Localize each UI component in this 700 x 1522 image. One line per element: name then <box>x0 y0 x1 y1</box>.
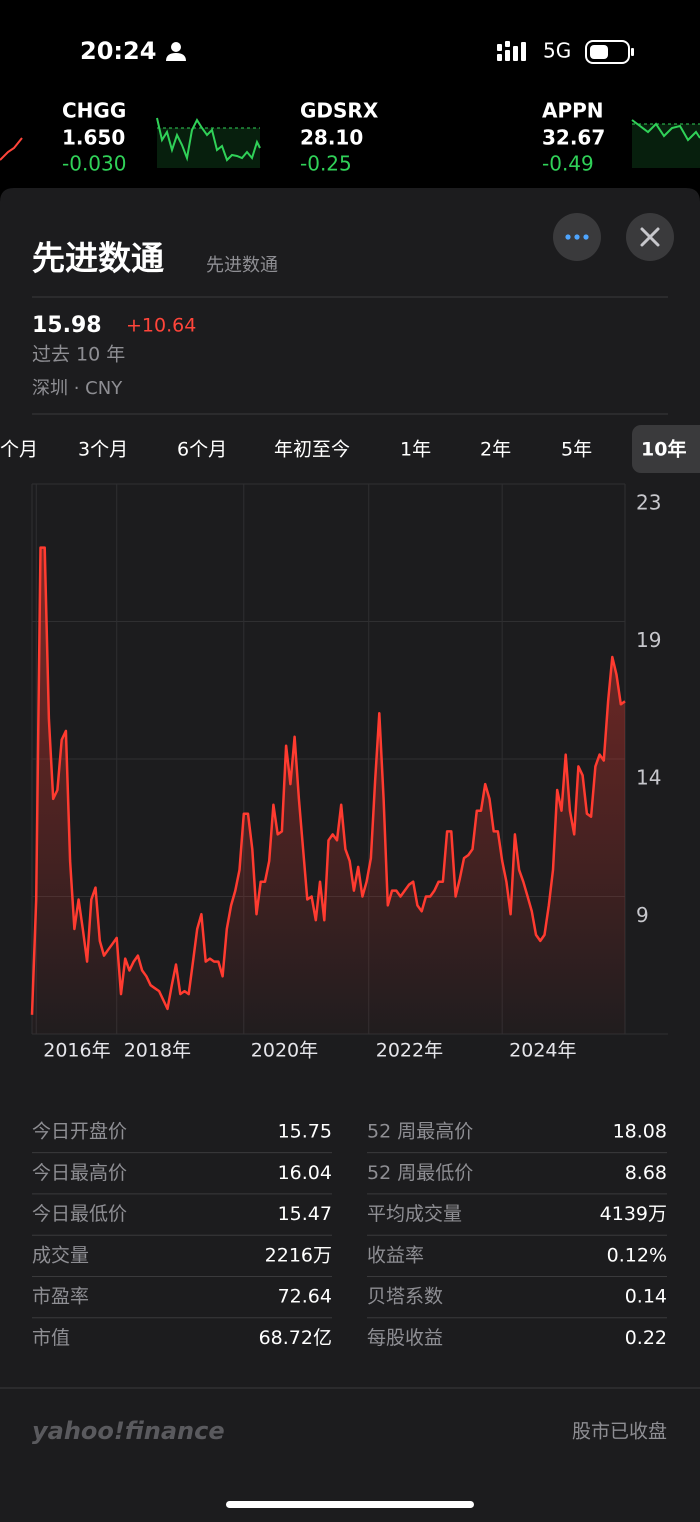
range-tab[interactable]: 5年 <box>561 439 592 461</box>
range-tab[interactable]: 10年 <box>632 425 700 473</box>
ticker-price: 1.650 <box>62 126 125 150</box>
x-tick-label: 2020年 <box>251 1040 318 1062</box>
sparkline <box>0 137 23 161</box>
stat-label: 今日最高价 <box>32 1162 127 1184</box>
range-label: 年初至今 <box>274 439 350 461</box>
range-tab[interactable]: 2年 <box>480 439 511 461</box>
range-tab-selected <box>632 425 700 473</box>
stat-label: 今日最低价 <box>32 1203 127 1225</box>
sparkline <box>631 119 700 168</box>
exchange: 深圳 · CNY <box>32 378 123 399</box>
ticker-symbol: CHGG <box>62 99 126 123</box>
stat-label: 贝塔系数 <box>367 1286 443 1308</box>
stat-value: 2216万 <box>265 1244 332 1266</box>
stat-value: 0.12% <box>607 1244 667 1266</box>
price-line <box>30 546 626 1015</box>
price-change: +10.64 <box>126 315 196 337</box>
x-tick-label: 2022年 <box>376 1040 443 1062</box>
y-tick-label: 23 <box>636 491 661 515</box>
stat-value: 16.04 <box>278 1162 332 1184</box>
stock-subtitle: 先进数通 <box>206 255 278 276</box>
range-tab[interactable]: 1年 <box>400 439 431 461</box>
y-tick-label: 9 <box>636 903 649 927</box>
range-label: 5年 <box>561 439 592 461</box>
stat-label: 成交量 <box>32 1244 89 1266</box>
signal-icon <box>497 41 526 61</box>
more-button[interactable] <box>553 213 601 261</box>
stat-label: 今日开盘价 <box>32 1121 127 1143</box>
range-tab[interactable]: 6个月 <box>177 439 227 461</box>
ticker-change: -0.030 <box>62 152 126 176</box>
person-icon <box>166 42 186 61</box>
stat-value: 4139万 <box>600 1203 667 1225</box>
x-tick-label: 2024年 <box>509 1040 576 1062</box>
ticker-symbol: GDSRX <box>300 99 379 123</box>
sheet <box>0 188 700 1522</box>
range-label: 2年 <box>480 439 511 461</box>
stock-title: 先进数通 <box>32 239 164 278</box>
stat-label: 52 周最高价 <box>367 1121 473 1143</box>
stat-label: 市值 <box>32 1327 70 1349</box>
close-button[interactable] <box>626 213 674 261</box>
stat-value: 15.47 <box>278 1203 332 1225</box>
price: 15.98 <box>32 313 102 338</box>
clock: 20:24 <box>80 37 156 65</box>
stat-value: 0.14 <box>625 1286 667 1308</box>
network: 5G <box>543 39 571 63</box>
ticker-item[interactable]: GDSRX 28.10-0.25 <box>300 99 379 176</box>
market-status: 股市已收盘 <box>572 1421 667 1443</box>
stat-label: 收益率 <box>367 1244 424 1266</box>
stat-label: 市盈率 <box>32 1286 89 1308</box>
area-fill <box>32 547 625 1034</box>
range-tab[interactable]: 个月 <box>0 439 38 461</box>
ticker-item[interactable]: APPN 32.67-0.49 <box>542 99 605 176</box>
stat-value: 18.08 <box>613 1121 667 1143</box>
home-indicator <box>226 1501 474 1508</box>
range-label: 10年 <box>641 438 686 461</box>
stat-value: 72.64 <box>278 1286 332 1308</box>
stat-value: 15.75 <box>278 1121 332 1143</box>
brand: yahoo!finance <box>32 1417 225 1445</box>
range-tab[interactable]: 年初至今 <box>274 439 350 461</box>
range-label: 3个月 <box>78 439 128 461</box>
ticker-item[interactable]: CHGG 1.650-0.030 <box>62 99 126 176</box>
stat-label: 52 周最低价 <box>367 1162 473 1184</box>
period: 过去 10 年 <box>32 344 125 366</box>
ticker-change: -0.25 <box>300 152 352 176</box>
x-tick-label: 2016年 <box>43 1040 110 1062</box>
x-tick-label: 2018年 <box>124 1040 191 1062</box>
range-label: 1年 <box>400 439 431 461</box>
stat-label: 每股收益 <box>367 1327 443 1349</box>
stat-value: 68.72亿 <box>259 1327 332 1349</box>
range-tab[interactable]: 3个月 <box>78 439 128 461</box>
sparkline <box>156 117 261 168</box>
stat-label: 平均成交量 <box>367 1203 462 1225</box>
y-tick-label: 14 <box>636 766 661 790</box>
stat-value: 8.68 <box>625 1162 667 1184</box>
ticker-symbol: APPN <box>542 99 604 123</box>
range-label: 个月 <box>0 439 38 461</box>
ticker-price: 32.67 <box>542 126 605 150</box>
battery-icon <box>585 40 634 64</box>
ticker-change: -0.49 <box>542 152 594 176</box>
range-label: 6个月 <box>177 439 227 461</box>
stat-value: 0.22 <box>625 1327 667 1349</box>
y-tick-label: 19 <box>636 628 661 652</box>
ticker-price: 28.10 <box>300 126 363 150</box>
